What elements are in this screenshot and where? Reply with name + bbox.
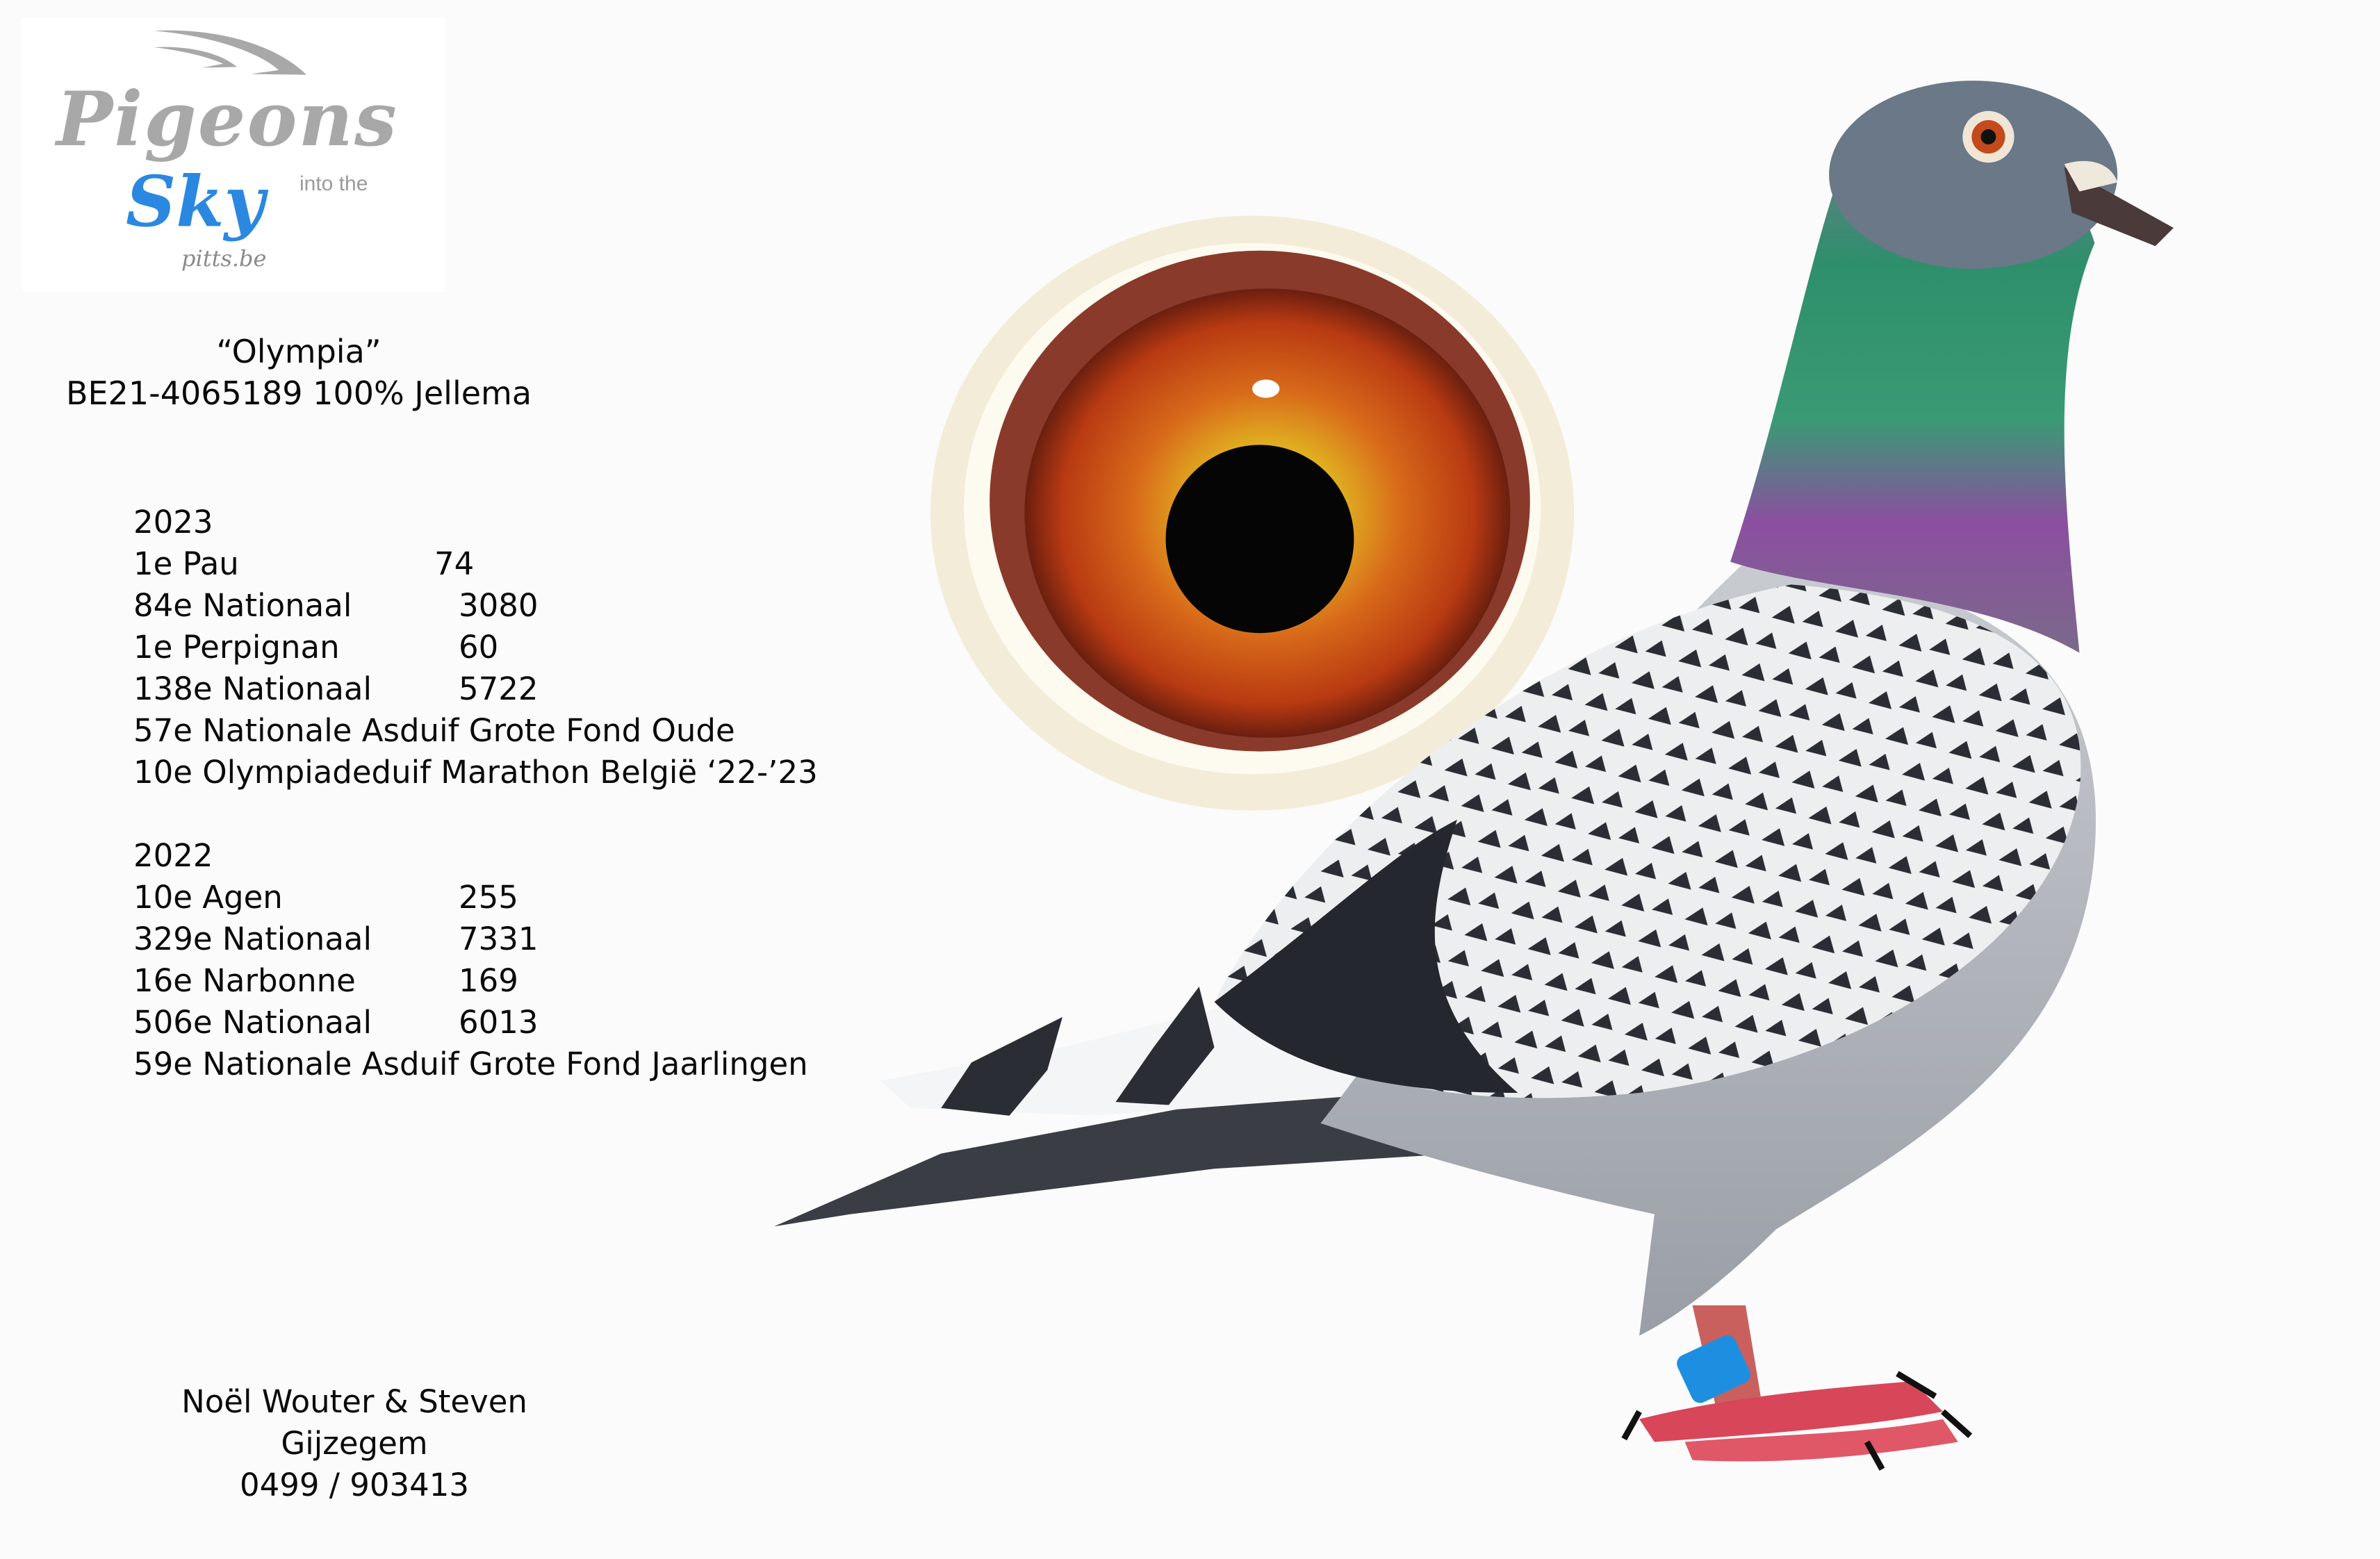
eye-closeup [930, 215, 1575, 811]
result-row: 506e Nationaal 6013 [133, 1002, 818, 1044]
result-count: 5722 [459, 670, 539, 707]
pigeon-name: “Olympia” [216, 333, 381, 370]
result-row: 138e Nationaal 5722 [133, 668, 818, 710]
logo: Pigeons Sky into the pitts.be [22, 18, 445, 292]
result-label: 506e Nationaal [133, 1004, 372, 1041]
pigeon-ring: BE21-4065189 100% Jellema [65, 374, 532, 412]
year-heading: 2023 [133, 504, 213, 541]
result-row: 329e Nationaal 7331 [133, 918, 818, 960]
result-count: 3080 [459, 587, 539, 624]
result-label: 84e Nationaal [133, 587, 352, 624]
logo-word-pigeons: Pigeons [56, 76, 398, 163]
result-label: 57e Nationale Asduif Grote Fond Oude [133, 712, 735, 749]
result-row: 16e Narbonne 169 [133, 960, 818, 1002]
owner-contact: Noël Wouter & Steven Gijzegem 0499 / 903… [146, 1381, 563, 1506]
logo-url: pitts.be [181, 245, 267, 272]
result-label: 138e Nationaal [133, 670, 372, 707]
result-count: 74 [434, 545, 475, 582]
result-label: 59e Nationale Asduif Grote Fond Jaarling… [133, 1046, 808, 1082]
result-count: 7331 [459, 921, 539, 957]
result-label: 10e Agen [133, 879, 283, 916]
result-row: 10e Agen 255 [133, 877, 818, 918]
logo-wing-icon [154, 30, 306, 75]
logo-word-sky: Sky [126, 160, 265, 242]
result-label: 16e Narbonne [133, 962, 356, 999]
leg-band [1677, 1335, 1751, 1403]
result-row: 59e Nationale Asduif Grote Fond Jaarling… [133, 1044, 818, 1085]
result-label: 10e Olympiadeduif Marathon België ‘22-’2… [133, 754, 818, 791]
logo-word-into-the: into the [299, 172, 368, 195]
year-heading: 2022 [133, 837, 213, 874]
result-row: 57e Nationale Asduif Grote Fond Oude [133, 710, 818, 752]
owner-city: Gijzegem [281, 1425, 428, 1462]
owner-names: Noël Wouter & Steven [181, 1383, 527, 1420]
result-count: 60 [459, 629, 499, 666]
results-list: 2023 1e Pau 74 84e Nationaal 3080 1e Perpi… [133, 502, 818, 1085]
result-row: 84e Nationaal 3080 [133, 585, 818, 627]
result-count: 6013 [459, 1004, 539, 1041]
result-row: 10e Olympiadeduif Marathon België ‘22-’2… [133, 752, 818, 793]
result-row: 1e Perpignan 60 [133, 627, 818, 668]
result-count: 169 [459, 962, 518, 999]
result-label: 1e Perpignan [133, 629, 340, 666]
pigeon-photo [773, 81, 2174, 1471]
owner-phone: 0499 / 903413 [239, 1467, 470, 1503]
result-row: 1e Pau 74 [133, 543, 818, 585]
result-label: 329e Nationaal [133, 921, 372, 957]
result-label: 1e Pau [133, 545, 239, 582]
result-count: 255 [459, 879, 518, 916]
